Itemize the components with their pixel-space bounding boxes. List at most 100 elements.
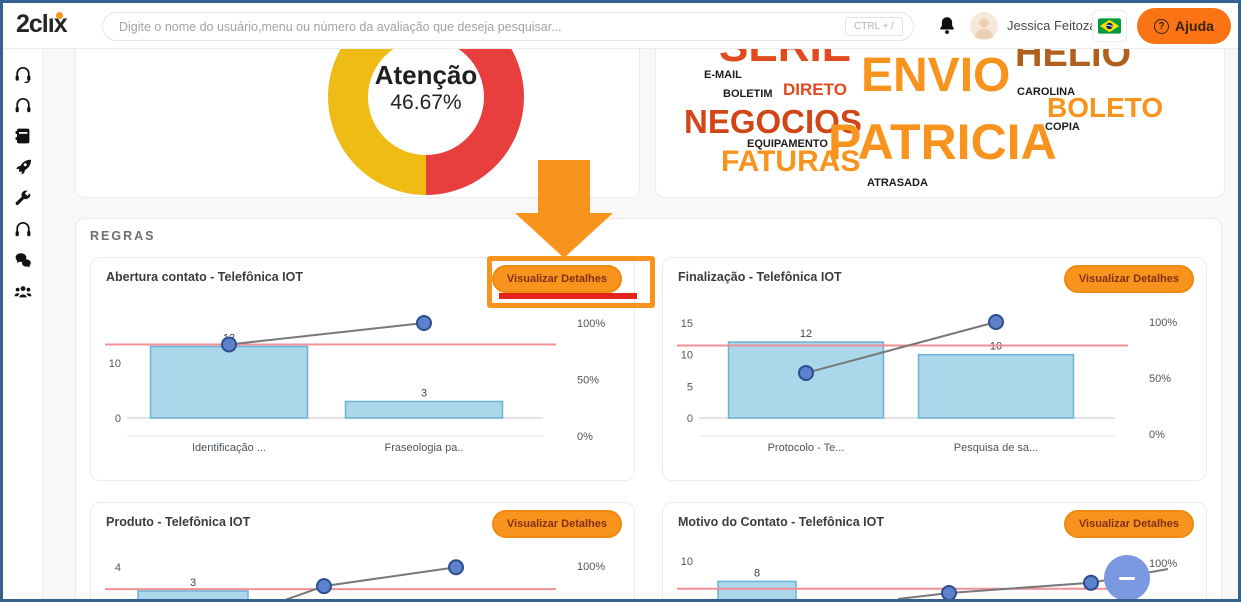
chart-card: Produto - Telefônica IOT Visualizar Detal… bbox=[90, 502, 635, 599]
trend-point bbox=[316, 578, 332, 595]
search-input[interactable] bbox=[102, 12, 914, 41]
word-cloud-word: PATRICIA bbox=[828, 114, 1057, 170]
chart-plot: 4 100% 3 bbox=[105, 559, 605, 599]
bell-icon[interactable] bbox=[936, 15, 958, 37]
chart-title: Motivo do Contato - Telefônica IOT bbox=[678, 515, 885, 529]
word-cloud-word: NEGOCIOS bbox=[684, 103, 862, 140]
bar-value-label: 3 bbox=[190, 577, 196, 589]
help-button[interactable]: ? Ajuda bbox=[1137, 8, 1231, 44]
sidebar-item-rocket[interactable] bbox=[14, 158, 32, 176]
word-cloud-word: EQUIPAMENTO bbox=[747, 138, 828, 150]
word-cloud-word: BOLETO bbox=[1047, 92, 1164, 123]
right-axis-tick: 100% bbox=[1149, 317, 1177, 329]
visualizar-detalhes-button[interactable]: Visualizar Detalhes bbox=[1063, 510, 1194, 538]
right-axis-tick: 0% bbox=[577, 431, 593, 443]
trend-point bbox=[448, 559, 464, 576]
minus-icon bbox=[1119, 576, 1135, 580]
chat-widget-button[interactable] bbox=[1104, 555, 1150, 599]
rocket-icon bbox=[15, 159, 31, 175]
trend-line bbox=[284, 566, 457, 599]
sidebar-item-headset[interactable] bbox=[14, 65, 32, 83]
right-axis-tick: 100% bbox=[1149, 558, 1177, 570]
bar-value-label: 3 bbox=[421, 388, 427, 400]
question-circle-icon: ? bbox=[1154, 18, 1170, 34]
left-axis-tick: 10 bbox=[681, 350, 693, 362]
left-axis-tick: 10 bbox=[681, 556, 693, 568]
chart-card: Abertura contato - Telefônica IOT Visuali… bbox=[90, 257, 635, 481]
user-name[interactable]: Jessica Feitoza bbox=[1007, 18, 1097, 33]
headphones-icon bbox=[15, 221, 30, 237]
chart-title: Abertura contato - Telefônica IOT bbox=[106, 270, 304, 284]
category-label: Fraseologia pa.. bbox=[385, 442, 464, 454]
left-axis-tick: 0 bbox=[687, 413, 693, 425]
users-icon bbox=[14, 286, 31, 298]
sidebar-item-address-book[interactable] bbox=[14, 127, 32, 145]
bar bbox=[917, 353, 1075, 419]
chart-title: Finalização - Telefônica IOT bbox=[678, 270, 842, 284]
address-book-icon bbox=[15, 128, 29, 144]
headset-icon bbox=[15, 66, 30, 83]
bar bbox=[137, 590, 249, 599]
left-axis-tick: 0 bbox=[115, 413, 121, 425]
sidebar-item-wrench[interactable] bbox=[14, 189, 32, 207]
sidebar-item-headphones-2[interactable] bbox=[14, 220, 32, 238]
category-label: Protocolo - Te... bbox=[768, 442, 845, 454]
right-axis-tick: 100% bbox=[577, 561, 605, 573]
chart-title: Produto - Telefônica IOT bbox=[106, 515, 251, 529]
visualizar-detalhes-button[interactable]: Visualizar Detalhes bbox=[491, 510, 622, 538]
chart-plot: 15 10 5 0 100% 50% 0% 12 10 Protocolo - Te... Pesq… bbox=[677, 314, 1177, 454]
right-axis-tick: 50% bbox=[1149, 373, 1171, 385]
attention-value: 46.67% bbox=[390, 91, 462, 114]
top-bar: 2clıx CTRL + / Jessica Feitoza ? Ajuda bbox=[3, 3, 1238, 49]
trend-point bbox=[941, 585, 957, 599]
brazil-flag-icon bbox=[1098, 18, 1121, 34]
trend-line bbox=[228, 322, 425, 346]
sidebar bbox=[3, 49, 43, 599]
word-cloud-word: ENVIO bbox=[861, 49, 1011, 102]
visualizar-detalhes-button[interactable]: Visualizar Detalhes bbox=[491, 265, 622, 293]
bar-value-label: 8 bbox=[754, 567, 760, 579]
sidebar-item-users[interactable] bbox=[14, 282, 32, 300]
sidebar-item-chat[interactable] bbox=[14, 251, 32, 269]
trend-point bbox=[988, 314, 1004, 330]
bar bbox=[149, 345, 309, 419]
word-cloud-word: COPIA bbox=[1045, 121, 1080, 133]
person-icon bbox=[974, 18, 994, 39]
word-cloud-word: BOLETIM bbox=[723, 88, 773, 100]
annotation-arrow-icon bbox=[515, 160, 613, 258]
trend-point bbox=[221, 336, 237, 353]
trend-point bbox=[416, 315, 432, 331]
language-selector[interactable] bbox=[1092, 10, 1127, 42]
visualizar-detalhes-button[interactable]: Visualizar Detalhes bbox=[1063, 265, 1194, 293]
highlight-box bbox=[487, 256, 655, 308]
word-cloud-word: FATURAS bbox=[721, 145, 861, 178]
attention-title: Atenção bbox=[374, 60, 478, 90]
highlight-underline bbox=[499, 293, 637, 299]
trend-point bbox=[1083, 574, 1099, 591]
bar-value-label: 12 bbox=[800, 328, 812, 340]
left-axis-tick: 4 bbox=[115, 562, 121, 574]
sidebar-item-headphones[interactable] bbox=[14, 96, 32, 114]
attention-text: Atenção 46.67% bbox=[328, 60, 524, 116]
chat-bubbles-icon bbox=[15, 253, 31, 268]
avatar[interactable] bbox=[970, 12, 998, 40]
right-axis-tick: 50% bbox=[577, 375, 599, 387]
regras-heading: REGRAS bbox=[90, 229, 156, 243]
shortcut-badge: CTRL + / bbox=[845, 17, 903, 36]
help-label: Ajuda bbox=[1175, 18, 1214, 34]
left-axis-tick: 10 bbox=[109, 358, 121, 370]
category-label: Pesquisa de sa... bbox=[954, 442, 1038, 454]
headphones-icon bbox=[15, 97, 30, 113]
bar-value-label: 10 bbox=[990, 341, 1002, 353]
trend-line bbox=[805, 321, 997, 374]
wrench-icon bbox=[15, 190, 30, 206]
category-label: Identificação ... bbox=[192, 442, 266, 454]
left-axis-tick: 15 bbox=[681, 318, 693, 330]
word-cloud-word: CAROLINA bbox=[1017, 86, 1076, 98]
trend-point bbox=[798, 364, 814, 381]
bar bbox=[344, 400, 504, 419]
word-cloud-word: DIRETO bbox=[783, 80, 847, 99]
right-axis-tick: 0% bbox=[1149, 429, 1165, 441]
right-axis-tick: 100% bbox=[577, 318, 605, 330]
